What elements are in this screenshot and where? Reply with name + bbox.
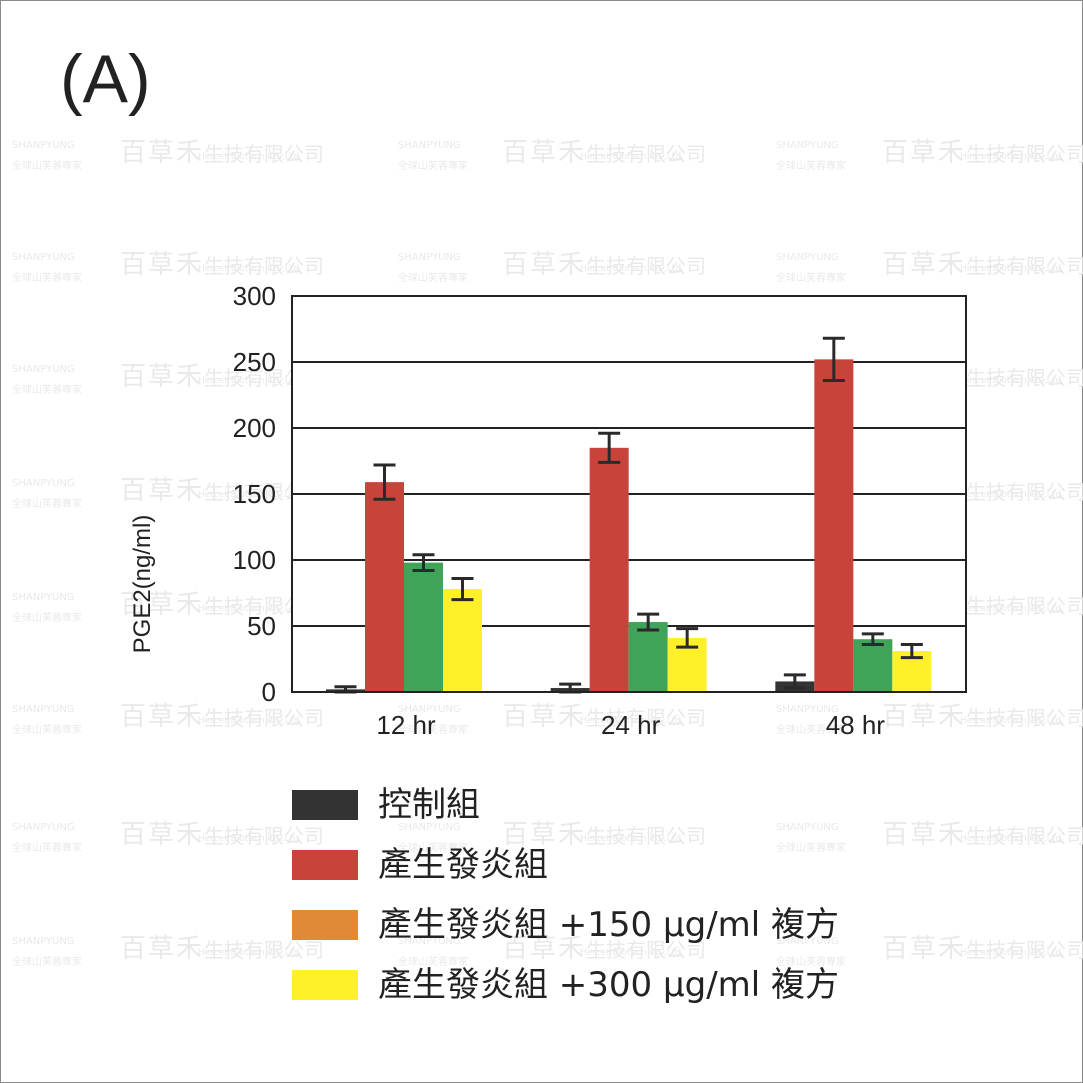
bar	[443, 589, 482, 692]
legend-swatch-inflamed	[292, 850, 358, 880]
legend-swatch-control	[292, 790, 358, 820]
bar	[814, 359, 854, 692]
plot-frame	[291, 295, 967, 693]
legend-swatch-300	[292, 970, 358, 1000]
legend-label-300: 產生發炎組 +300 μg/ml 複方	[378, 965, 840, 1005]
legend-item-300: 產生發炎組 +300 μg/ml 複方	[292, 960, 992, 1010]
y-axis-label: PGE2(ng/ml)	[129, 515, 156, 654]
legend-label-control: 控制組	[378, 785, 480, 825]
y-tick-label: 250	[233, 347, 276, 377]
bar	[589, 447, 629, 692]
x-tick-label: 48 hr	[826, 710, 886, 740]
panel-label: (A)	[60, 41, 151, 117]
y-tick-label: 50	[247, 611, 276, 641]
y-tick-label: 0	[262, 677, 276, 707]
legend-item-150: 產生發炎組 +150 μg/ml 複方	[292, 900, 992, 950]
x-tick-label: 24 hr	[601, 710, 661, 740]
legend-label-150: 產生發炎組 +150 μg/ml 複方	[378, 905, 840, 945]
bar	[365, 482, 404, 692]
bar	[853, 639, 893, 692]
legend-item-inflamed: 產生發炎組	[292, 840, 992, 890]
y-tick-label: 100	[233, 545, 276, 575]
y-tick-label: 300	[233, 281, 276, 311]
legend-item-control: 控制組	[292, 780, 992, 830]
legend-label-inflamed: 產生發炎組	[378, 845, 548, 885]
bar	[628, 622, 668, 692]
y-tick-label: 200	[233, 413, 276, 443]
legend-swatch-150	[292, 910, 358, 940]
bar	[404, 562, 443, 692]
y-tick-label: 150	[233, 479, 276, 509]
x-tick-label: 12 hr	[376, 710, 436, 740]
